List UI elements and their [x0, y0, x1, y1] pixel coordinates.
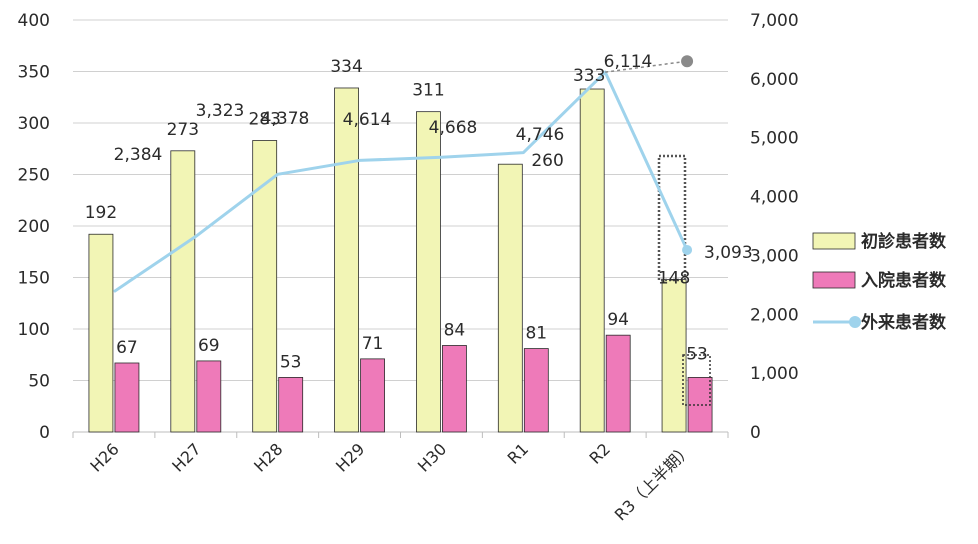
data-label: 69 [198, 336, 220, 356]
data-label: 67 [116, 338, 138, 358]
legend-label: 入院患者数 [861, 270, 947, 291]
data-label: 273 [167, 120, 199, 140]
y-left-tick-label: 100 [18, 320, 50, 340]
bars [88, 87, 713, 433]
legend-marker [849, 316, 861, 328]
bar [170, 150, 196, 433]
bar [114, 362, 140, 433]
x-category-label: H29 [332, 439, 368, 475]
data-label: 81 [525, 324, 547, 344]
x-category-label: H30 [414, 439, 450, 475]
data-label: 53 [686, 344, 708, 364]
bar [523, 348, 549, 433]
y-right-tick-label: 2,000 [750, 305, 799, 325]
data-label: 3,323 [196, 101, 245, 121]
data-label: 84 [444, 320, 466, 340]
x-category-label: H28 [250, 439, 286, 475]
y-right-tick-label: 0 [750, 423, 761, 443]
data-label: 260 [531, 151, 563, 171]
line-path [113, 70, 689, 293]
bar [334, 87, 359, 433]
highlight-box [657, 154, 687, 282]
data-label: 334 [330, 57, 362, 77]
data-label: 4,746 [516, 125, 565, 145]
data-label: 148 [658, 269, 690, 289]
y-left-tick-label: 200 [18, 217, 50, 237]
y-right-tick-label: 1,000 [750, 364, 799, 384]
y-right-tick-label: 5,000 [750, 129, 799, 149]
y-right-tick-label: 7,000 [750, 11, 799, 31]
y-right-tick-label: 4,000 [750, 188, 799, 208]
x-category-label: R1 [504, 439, 532, 467]
y-right-tick-label: 6,000 [750, 70, 799, 90]
highlight-box [682, 354, 711, 406]
y-left-tick-label: 150 [18, 269, 50, 289]
y-left-tick-label: 350 [18, 63, 50, 83]
legend-label: 外来患者数 [861, 312, 947, 333]
bar [497, 163, 523, 433]
bar [442, 345, 467, 433]
bar [278, 377, 304, 433]
data-label: 2,384 [114, 145, 163, 165]
x-category-label: R2 [586, 439, 614, 467]
line-marker [682, 244, 693, 255]
y-left-tick-label: 250 [18, 166, 50, 186]
bar [661, 279, 687, 433]
bar [196, 360, 222, 433]
y-left-tick-label: 0 [39, 423, 50, 443]
projection-line [605, 60, 688, 73]
data-label: 192 [85, 203, 117, 223]
bar [88, 233, 114, 433]
data-label: 94 [607, 310, 629, 330]
bar [687, 377, 713, 433]
bar [579, 88, 605, 433]
data-label: 4,378 [261, 109, 310, 129]
x-category-label: H26 [86, 439, 122, 475]
data-label: 4,668 [429, 118, 478, 138]
data-label: 311 [412, 81, 444, 101]
data-label: 333 [573, 66, 605, 86]
bar [416, 111, 441, 433]
y-left-tick-label: 300 [18, 114, 50, 134]
data-label: 283 [248, 110, 280, 130]
data-label: 53 [280, 352, 302, 372]
legend-swatch [812, 232, 856, 250]
bar [605, 334, 631, 433]
y-left-tick-label: 50 [28, 372, 50, 392]
data-label: 3,093 [704, 243, 753, 263]
data-label: 4,614 [343, 110, 392, 130]
projection-marker [681, 55, 694, 68]
legend-label: 初診患者数 [861, 231, 947, 252]
bar [360, 358, 385, 433]
x-category-label: R3（上半期） [611, 439, 696, 524]
y-left-tick-label: 400 [18, 11, 50, 31]
data-labels: 192 273 283 334 311 260 333 148 67 69 53 71 84 81 94 53… [85, 52, 753, 372]
legend-swatch [812, 271, 856, 289]
x-category-label: H27 [168, 439, 204, 475]
data-label: 71 [362, 334, 384, 354]
line-series [113, 55, 694, 293]
data-label: 6,114 [604, 52, 653, 72]
y-right-tick-label: 3,000 [750, 246, 799, 266]
